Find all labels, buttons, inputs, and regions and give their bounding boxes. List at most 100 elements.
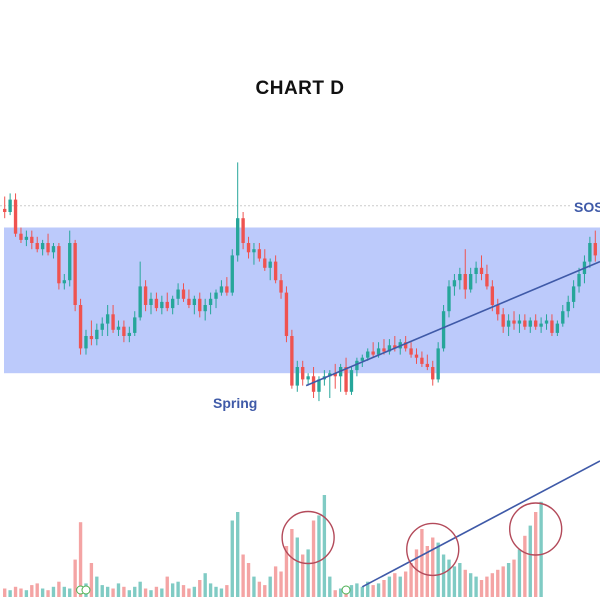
volume-bar xyxy=(170,583,175,597)
candle xyxy=(68,230,72,287)
volume-bar xyxy=(24,590,29,597)
candle xyxy=(241,212,245,250)
candle-body xyxy=(40,243,45,250)
volume-bar xyxy=(111,588,115,597)
candle-body xyxy=(133,317,137,333)
volume-bar xyxy=(192,586,197,597)
volume-bar xyxy=(393,573,397,597)
candle-body xyxy=(89,336,94,340)
candle xyxy=(555,320,560,336)
volume-bar xyxy=(425,546,430,597)
candle-body xyxy=(51,246,56,253)
candle xyxy=(571,280,576,309)
candle-body xyxy=(561,311,565,324)
candle xyxy=(517,314,522,333)
candle-body xyxy=(84,336,88,349)
candle-body xyxy=(122,326,126,336)
candle-body xyxy=(496,305,500,315)
candle-body xyxy=(160,301,164,309)
volume-bar xyxy=(68,588,72,597)
volume-bar xyxy=(387,576,392,597)
volume-bar xyxy=(458,563,462,597)
volume-bar xyxy=(317,515,321,597)
candle-body xyxy=(290,336,294,386)
candle xyxy=(257,243,262,262)
volume-bar xyxy=(485,576,489,597)
candle-body xyxy=(474,267,478,274)
candle xyxy=(219,280,224,296)
candle xyxy=(447,280,451,318)
volume-bar xyxy=(539,501,543,597)
volume-bar xyxy=(51,586,56,597)
candle-body xyxy=(165,301,169,309)
candle xyxy=(463,249,467,299)
candle-body xyxy=(306,376,310,380)
candle xyxy=(100,317,104,336)
candle-body xyxy=(13,199,18,234)
candle-body xyxy=(463,274,467,290)
candle-body xyxy=(284,292,289,336)
volume-bar xyxy=(366,581,370,597)
candle-body xyxy=(24,236,29,240)
volume-bar xyxy=(360,586,364,597)
volume-bar xyxy=(414,549,419,597)
volume-bar xyxy=(219,588,224,597)
candle-body xyxy=(181,289,186,299)
candle-body xyxy=(344,367,348,392)
volume-bar xyxy=(512,559,516,597)
candle xyxy=(490,280,495,312)
volume-bar xyxy=(133,586,137,597)
candle-body xyxy=(208,298,213,305)
candle-body xyxy=(73,243,77,305)
candle xyxy=(550,314,554,336)
volume-bar xyxy=(230,520,234,597)
candle xyxy=(468,267,473,293)
volume-bar xyxy=(306,549,310,597)
candle xyxy=(301,360,305,386)
candle xyxy=(387,339,392,355)
candle-body xyxy=(571,286,576,302)
volume-bar xyxy=(160,588,164,597)
candle-body xyxy=(279,280,283,293)
volume-bar xyxy=(452,566,457,597)
volume-bar xyxy=(338,588,343,597)
candle-body xyxy=(431,367,435,380)
volume-bar xyxy=(506,563,511,597)
candle xyxy=(40,239,45,256)
candle-body xyxy=(528,320,532,327)
candle-body xyxy=(577,274,581,287)
candle-body xyxy=(593,243,597,256)
candle-body xyxy=(19,233,23,240)
candle xyxy=(355,357,359,377)
candle xyxy=(284,286,289,343)
candle-body xyxy=(192,298,197,305)
candle xyxy=(501,308,505,333)
candle xyxy=(528,317,532,333)
candle-body xyxy=(452,280,457,287)
volume-bar xyxy=(3,588,7,597)
candle-body xyxy=(116,326,121,330)
candle xyxy=(160,295,164,315)
candle xyxy=(203,298,207,321)
candle-body xyxy=(425,363,430,367)
volume-bar xyxy=(436,542,440,597)
candle-body xyxy=(30,236,34,243)
candle xyxy=(154,292,159,312)
candle-body xyxy=(376,348,381,355)
candle xyxy=(539,317,543,333)
candle xyxy=(290,329,294,389)
volume-bar xyxy=(35,583,39,597)
candle xyxy=(485,264,489,290)
candle-body xyxy=(236,218,240,256)
candle-body xyxy=(355,360,359,371)
volume-bar xyxy=(78,522,83,597)
volume-bar xyxy=(263,585,267,597)
volume-bar xyxy=(479,580,484,597)
volume-bar xyxy=(523,535,527,597)
candle xyxy=(116,320,121,336)
candle xyxy=(127,326,132,343)
candle-body xyxy=(111,314,115,330)
price-trendline xyxy=(305,260,600,387)
candle xyxy=(273,255,278,284)
